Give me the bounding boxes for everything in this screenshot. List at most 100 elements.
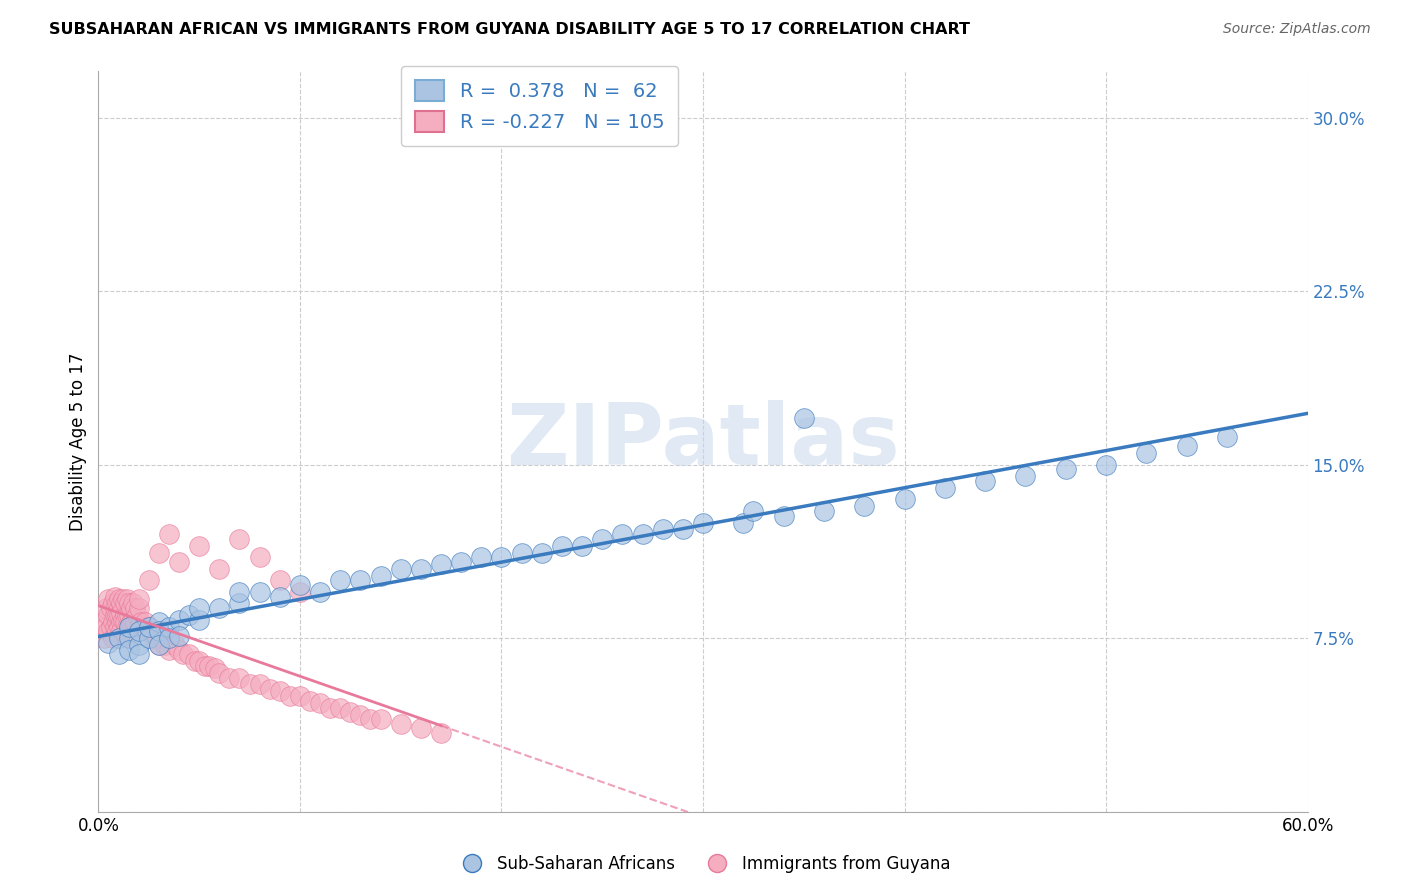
Point [249, 585, 271, 599]
Point [893, 492, 915, 507]
Point [733, 516, 755, 530]
Point [103, 590, 125, 604]
Point [118, 642, 141, 657]
Point [228, 585, 250, 599]
Point [114, 615, 136, 629]
Point [450, 555, 472, 569]
Point [124, 601, 146, 615]
Point [430, 557, 453, 571]
Point [1054, 462, 1077, 476]
Point [128, 624, 150, 639]
Point [360, 712, 382, 726]
Point [309, 696, 332, 710]
Point [107, 601, 129, 615]
Point [1014, 469, 1036, 483]
Point [148, 624, 170, 639]
Point [1175, 439, 1198, 453]
Point [329, 574, 352, 588]
Point [142, 631, 165, 645]
Point [118, 624, 141, 639]
Point [349, 574, 371, 588]
Point [148, 615, 170, 629]
Point [530, 545, 553, 560]
Point [125, 608, 148, 623]
Point [179, 648, 201, 662]
Point [110, 597, 132, 611]
Point [269, 590, 291, 604]
Point [288, 585, 311, 599]
Point [100, 601, 122, 615]
Point [103, 608, 125, 623]
Point [111, 613, 134, 627]
Point [430, 726, 453, 740]
Point [121, 597, 143, 611]
Point [128, 648, 150, 662]
Point [105, 608, 128, 623]
Point [249, 677, 271, 691]
Point [329, 700, 352, 714]
Point [129, 615, 152, 629]
Point [204, 661, 226, 675]
Point [218, 671, 240, 685]
Point [208, 665, 231, 680]
Point [167, 642, 190, 657]
Point [128, 619, 150, 633]
Point [115, 591, 138, 606]
Point [188, 539, 211, 553]
Point [103, 601, 125, 615]
Point [148, 638, 170, 652]
Point [105, 597, 128, 611]
Text: ZIPatlas: ZIPatlas [506, 400, 900, 483]
Point [120, 601, 142, 615]
Point [96, 619, 118, 633]
Point [184, 654, 207, 668]
Point [143, 631, 166, 645]
Point [115, 619, 138, 633]
Point [93, 631, 115, 645]
Point [269, 574, 291, 588]
Legend: R =  0.378   N =  62, R = -0.227   N = 105: R = 0.378 N = 62, R = -0.227 N = 105 [402, 66, 678, 145]
Point [138, 619, 160, 633]
Point [692, 516, 714, 530]
Point [105, 624, 128, 639]
Point [128, 601, 150, 615]
Point [107, 648, 129, 662]
Point [124, 615, 146, 629]
Point [97, 624, 120, 639]
Point [188, 601, 211, 615]
Point [138, 619, 160, 633]
Point [188, 654, 211, 668]
Point [742, 504, 765, 518]
Point [152, 631, 174, 645]
Point [121, 613, 143, 627]
Point [208, 601, 231, 615]
Point [349, 707, 371, 722]
Text: SUBSAHARAN AFRICAN VS IMMIGRANTS FROM GUYANA DISABILITY AGE 5 TO 17 CORRELATION : SUBSAHARAN AFRICAN VS IMMIGRANTS FROM GU… [49, 22, 970, 37]
Point [188, 613, 211, 627]
Point [491, 550, 513, 565]
Legend: Sub-Saharan Africans, Immigrants from Guyana: Sub-Saharan Africans, Immigrants from Gu… [449, 848, 957, 880]
Point [128, 638, 150, 652]
Point [93, 615, 115, 629]
Point [157, 642, 180, 657]
Point [118, 608, 141, 623]
Point [100, 619, 122, 633]
Point [110, 624, 132, 639]
Point [157, 619, 180, 633]
Point [128, 591, 150, 606]
Point [239, 677, 262, 691]
Point [118, 631, 141, 645]
Point [409, 722, 432, 736]
Point [120, 615, 142, 629]
Point [370, 712, 392, 726]
Point [813, 504, 835, 518]
Point [101, 597, 124, 611]
Point [249, 550, 271, 565]
Point [97, 636, 120, 650]
Point [148, 545, 170, 560]
Point [288, 578, 311, 592]
Point [409, 562, 432, 576]
Point [105, 615, 128, 629]
Point [853, 500, 876, 514]
Point [111, 591, 134, 606]
